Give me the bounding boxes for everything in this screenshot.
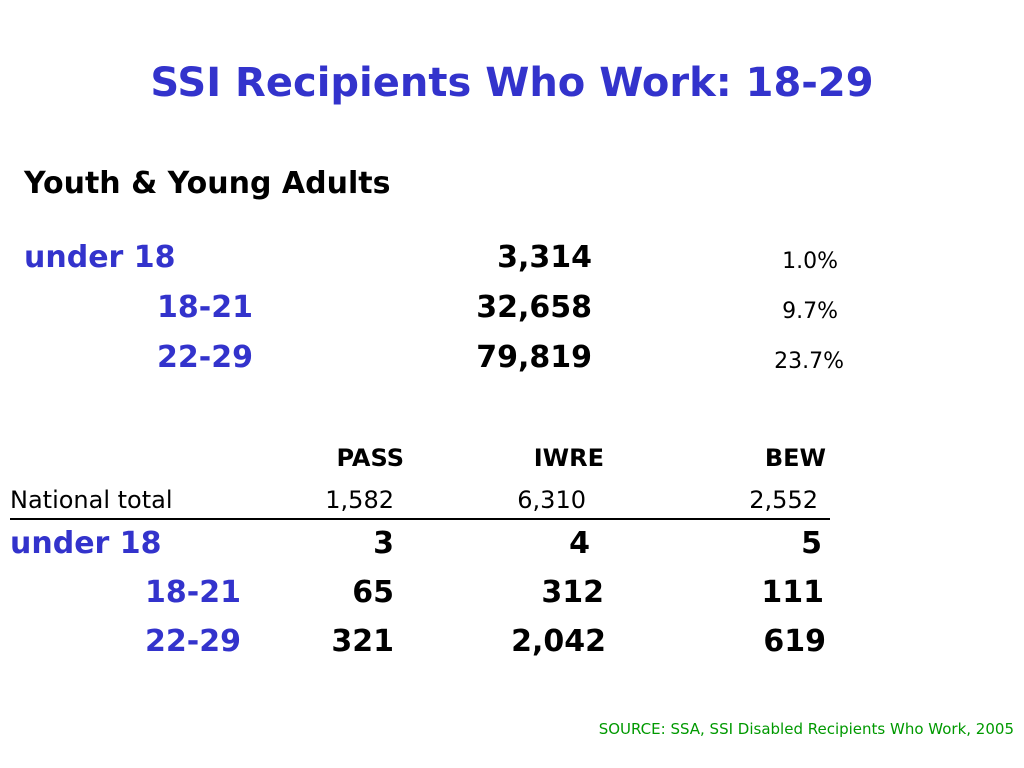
table-cell: 5 xyxy=(801,526,822,561)
table-cell: 312 xyxy=(541,575,604,610)
table-cell: 65 xyxy=(352,575,394,610)
age-group-percent: 23.7% xyxy=(774,349,844,374)
age-group-label: 22-29 xyxy=(157,340,253,375)
age-group-count: 3,314 xyxy=(497,240,592,275)
source-note: SOURCE: SSA, SSI Disabled Recipients Who… xyxy=(598,720,1014,738)
national-total-value: 2,552 xyxy=(749,486,818,514)
table-row-label: 18-21 xyxy=(145,575,241,610)
section-subtitle: Youth & Young Adults xyxy=(24,166,391,201)
column-header-iwre: IWRE xyxy=(533,444,604,472)
age-group-percent: 1.0% xyxy=(782,249,838,274)
column-header-bew: BEW xyxy=(764,444,826,472)
age-group-label: 18-21 xyxy=(157,290,253,325)
table-cell: 321 xyxy=(331,624,394,659)
age-group-count: 79,819 xyxy=(476,340,592,375)
national-total-label: National total xyxy=(10,486,173,514)
table-cell: 3 xyxy=(373,526,394,561)
age-group-count: 32,658 xyxy=(476,290,592,325)
national-total-row xyxy=(10,484,830,520)
age-group-percent: 9.7% xyxy=(782,299,838,324)
age-group-label: under 18 xyxy=(24,240,176,275)
slide-title: SSI Recipients Who Work: 18-29 xyxy=(150,60,874,106)
national-total-value: 6,310 xyxy=(517,486,586,514)
table-row-label: 22-29 xyxy=(145,624,241,659)
column-header-pass: PASS xyxy=(336,444,404,472)
table-cell: 4 xyxy=(569,526,590,561)
table-row-label: under 18 xyxy=(10,526,162,561)
table-cell: 2,042 xyxy=(511,624,606,659)
table-cell: 111 xyxy=(761,575,824,610)
table-cell: 619 xyxy=(763,624,826,659)
national-total-value: 1,582 xyxy=(325,486,394,514)
